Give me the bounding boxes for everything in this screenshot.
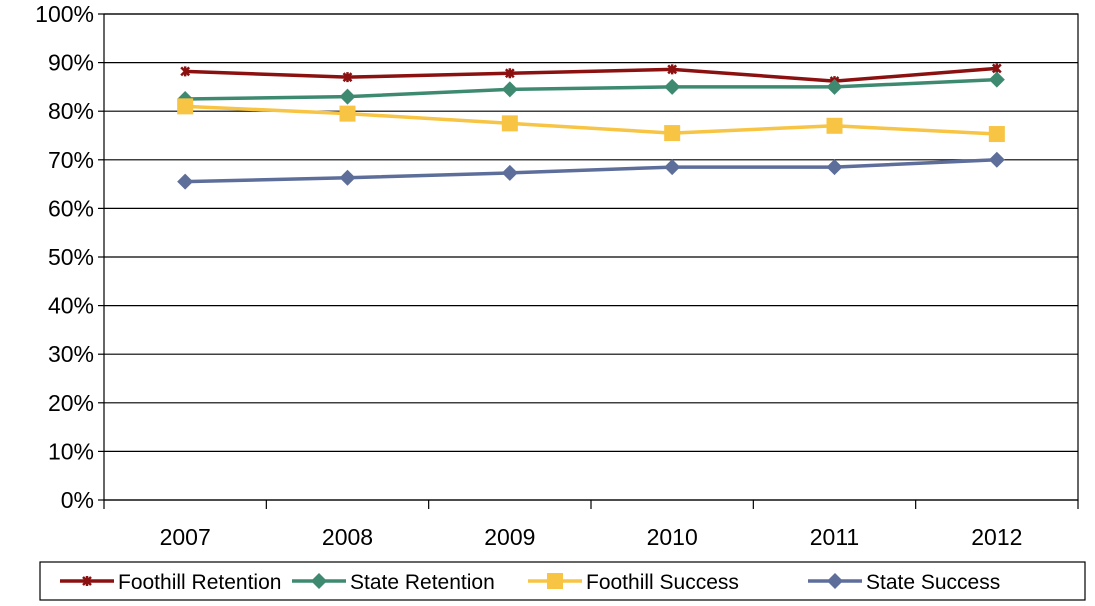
- legend-entry: Foothill Success: [528, 571, 739, 594]
- data-point: [988, 126, 1005, 143]
- x-tick-label: 2012: [971, 524, 1022, 550]
- series-foothill-success: [177, 98, 1005, 143]
- series-line: [185, 77, 997, 101]
- series-lines: [177, 63, 1005, 190]
- y-tick-label: 70%: [48, 147, 94, 173]
- x-axis: [103, 500, 1079, 509]
- series-line: [185, 66, 997, 83]
- data-point: [664, 125, 681, 142]
- y-tick-label: 10%: [48, 438, 94, 464]
- series-state-success: [177, 151, 1005, 190]
- legend-label: State Retention: [350, 571, 495, 594]
- y-tick-label: 40%: [48, 293, 94, 319]
- data-point: [177, 173, 194, 190]
- y-tick-label: 80%: [48, 98, 94, 124]
- legend-entry: State Success: [808, 571, 1000, 594]
- y-axis-tick-labels: 0% 10% 20% 30% 40% 50% 60% 70% 80% 90% 100%: [35, 1, 94, 513]
- data-point: [501, 81, 518, 98]
- y-tick-label: 20%: [48, 390, 94, 416]
- data-point: [339, 169, 356, 186]
- y-tick-label: 50%: [48, 244, 94, 270]
- data-point: [339, 88, 356, 105]
- data-point: [501, 115, 518, 132]
- legend-swatch-marker: [827, 573, 843, 589]
- x-tick-label: 2010: [647, 524, 698, 550]
- y-tick-label: 90%: [48, 50, 94, 76]
- x-axis-tick-labels: 2007 2008 2009 2010 2011 2012: [160, 524, 1023, 550]
- data-point: [826, 117, 843, 134]
- legend-label: State Success: [866, 571, 1000, 594]
- data-point: [342, 72, 353, 83]
- y-tick-label: 100%: [35, 1, 94, 27]
- data-point: [501, 164, 518, 181]
- data-point: [339, 105, 356, 122]
- x-tick-label: 2008: [322, 524, 373, 550]
- x-tick-label: 2011: [810, 524, 859, 550]
- legend-label: Foothill Retention: [118, 571, 281, 594]
- y-tick-label: 30%: [48, 341, 94, 367]
- legend-swatch-marker: [311, 573, 327, 589]
- x-tick-label: 2009: [484, 524, 535, 550]
- y-tick-label: 60%: [48, 195, 94, 221]
- y-tick-label: 0%: [61, 487, 94, 513]
- legend-label: Foothill Success: [586, 571, 739, 594]
- data-point: [664, 78, 681, 95]
- legend-swatch-marker: [547, 573, 563, 589]
- x-tick-label: 2007: [160, 524, 211, 550]
- data-point: [667, 64, 678, 75]
- series-foothill-retention: [180, 63, 1002, 87]
- series-line: [185, 104, 997, 136]
- data-point: [664, 159, 681, 176]
- legend-entry: Foothill Retention: [60, 571, 281, 594]
- data-point: [826, 78, 843, 95]
- legend-entry: State Retention: [292, 571, 495, 594]
- data-point: [826, 159, 843, 176]
- series-line: [185, 158, 997, 184]
- data-point: [504, 68, 515, 79]
- legend: Foothill Retention State Retention Foothil…: [39, 561, 1086, 601]
- legend-swatch-marker: [82, 576, 92, 586]
- data-point: [988, 151, 1005, 168]
- data-point: [177, 98, 194, 115]
- data-point: [180, 66, 191, 77]
- data-point: [988, 71, 1005, 88]
